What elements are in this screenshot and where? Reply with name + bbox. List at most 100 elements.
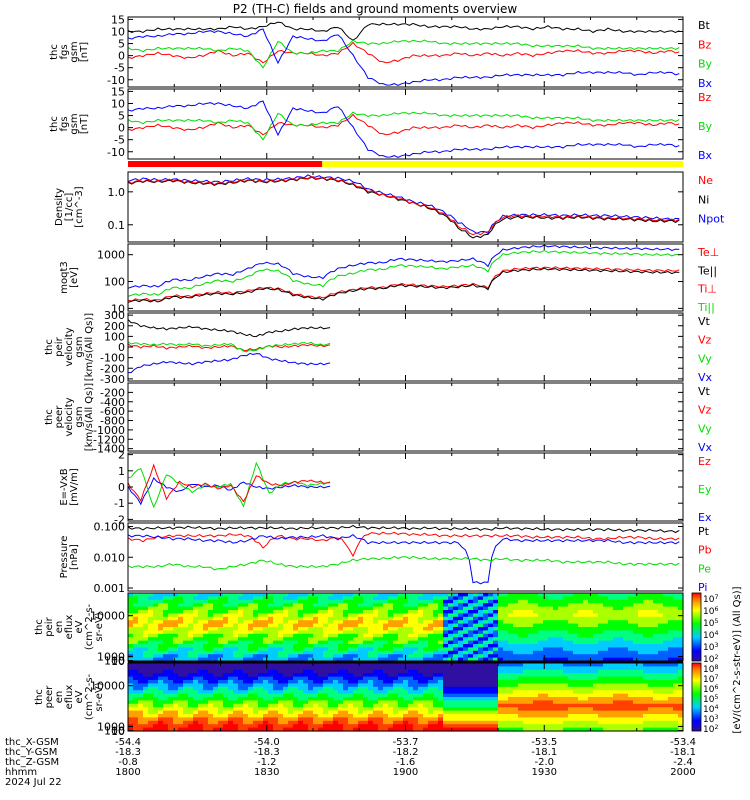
heat-cell xyxy=(368,627,374,631)
heat-cell xyxy=(523,610,529,614)
heat-cell xyxy=(393,620,399,625)
heat-cell xyxy=(538,627,544,631)
heat-cell xyxy=(663,680,669,684)
heat-cell xyxy=(623,727,629,732)
heat-cell xyxy=(253,644,259,648)
heat-cell xyxy=(558,727,564,732)
heat-cell xyxy=(333,714,339,718)
heat-cell xyxy=(273,673,279,678)
heat-cell xyxy=(658,717,664,722)
heat-cell xyxy=(258,710,264,715)
heat-cell xyxy=(243,613,249,618)
heat-cell xyxy=(178,596,184,601)
heat-cell xyxy=(188,676,194,681)
heat-cell xyxy=(283,703,289,708)
heat-cell xyxy=(168,599,174,604)
heat-cell xyxy=(503,620,509,625)
heat-cell xyxy=(133,616,139,621)
heat-cell xyxy=(358,669,364,674)
heat-cell xyxy=(198,620,204,625)
heat-cell xyxy=(363,717,369,722)
heat-cell xyxy=(128,669,134,674)
heat-cell xyxy=(558,710,564,715)
heat-cell xyxy=(408,627,414,631)
heat-cell xyxy=(483,637,489,642)
heat-cell xyxy=(323,616,329,621)
series-line xyxy=(127,244,680,289)
heat-cell xyxy=(353,683,359,688)
heat-cell xyxy=(648,647,654,652)
heat-cell xyxy=(558,596,564,601)
heat-cell xyxy=(543,627,549,631)
heat-cell xyxy=(643,714,649,718)
heat-cell xyxy=(258,693,264,698)
heat-cell xyxy=(193,613,199,618)
heat-cell xyxy=(238,610,244,614)
heat-cell xyxy=(643,616,649,621)
heat-cell xyxy=(218,673,224,678)
heat-cell xyxy=(288,717,294,722)
heat-cell xyxy=(628,596,634,601)
heat-cell xyxy=(403,627,409,631)
heat-cell xyxy=(548,680,554,684)
heat-cell xyxy=(208,606,214,611)
heat-cell xyxy=(608,724,614,729)
heat-cell xyxy=(348,616,354,621)
heat-cell xyxy=(583,606,589,611)
heat-cell xyxy=(498,633,504,638)
heat-cell xyxy=(628,710,634,715)
heat-cell xyxy=(358,610,364,614)
heat-cell xyxy=(403,676,409,681)
heat-cell xyxy=(473,697,479,701)
heat-cell xyxy=(673,673,679,678)
heat-cell xyxy=(513,703,519,708)
heat-cell xyxy=(218,613,224,618)
heat-cell xyxy=(128,620,134,625)
heat-cell xyxy=(163,700,169,705)
y-axis-label: thc xyxy=(44,339,55,355)
heat-cell xyxy=(603,676,609,681)
heat-cell xyxy=(423,663,429,667)
heat-cell xyxy=(363,610,369,614)
heat-cell xyxy=(418,683,424,688)
heat-cell xyxy=(473,657,479,662)
heat-cell xyxy=(133,657,139,662)
legend-entry: Bt xyxy=(698,19,711,32)
heat-cell xyxy=(393,633,399,638)
heat-cell xyxy=(583,697,589,701)
heat-cell xyxy=(398,690,404,695)
heat-cell xyxy=(668,673,674,678)
heat-cell xyxy=(618,644,624,648)
heat-cell xyxy=(283,627,289,631)
heat-cell xyxy=(143,637,149,642)
heat-cell xyxy=(273,620,279,625)
heat-cell xyxy=(288,720,294,725)
heat-cell xyxy=(358,603,364,608)
heat-cell xyxy=(308,669,314,674)
heat-cell xyxy=(393,717,399,722)
heat-cell xyxy=(373,640,379,645)
heat-cell xyxy=(458,676,464,681)
heat-cell xyxy=(568,700,574,705)
heat-cell xyxy=(563,669,569,674)
heat-cell xyxy=(633,610,639,614)
heat-cell xyxy=(563,693,569,698)
heat-cell xyxy=(613,637,619,642)
heat-cell xyxy=(358,606,364,611)
heat-cell xyxy=(298,720,304,725)
heat-cell xyxy=(238,676,244,681)
heat-cell xyxy=(498,657,504,662)
heat-cell xyxy=(613,686,619,691)
heat-cell xyxy=(508,599,514,604)
heat-cell xyxy=(568,657,574,662)
heat-cell xyxy=(223,727,229,732)
heat-cell xyxy=(213,690,219,695)
heat-cell xyxy=(348,669,354,674)
heat-cell xyxy=(133,593,139,597)
heat-cell xyxy=(533,720,539,725)
heat-cell xyxy=(363,637,369,642)
heat-cell xyxy=(633,697,639,701)
heat-cell xyxy=(578,697,584,701)
heat-cell xyxy=(618,680,624,684)
heat-cell xyxy=(278,724,284,729)
